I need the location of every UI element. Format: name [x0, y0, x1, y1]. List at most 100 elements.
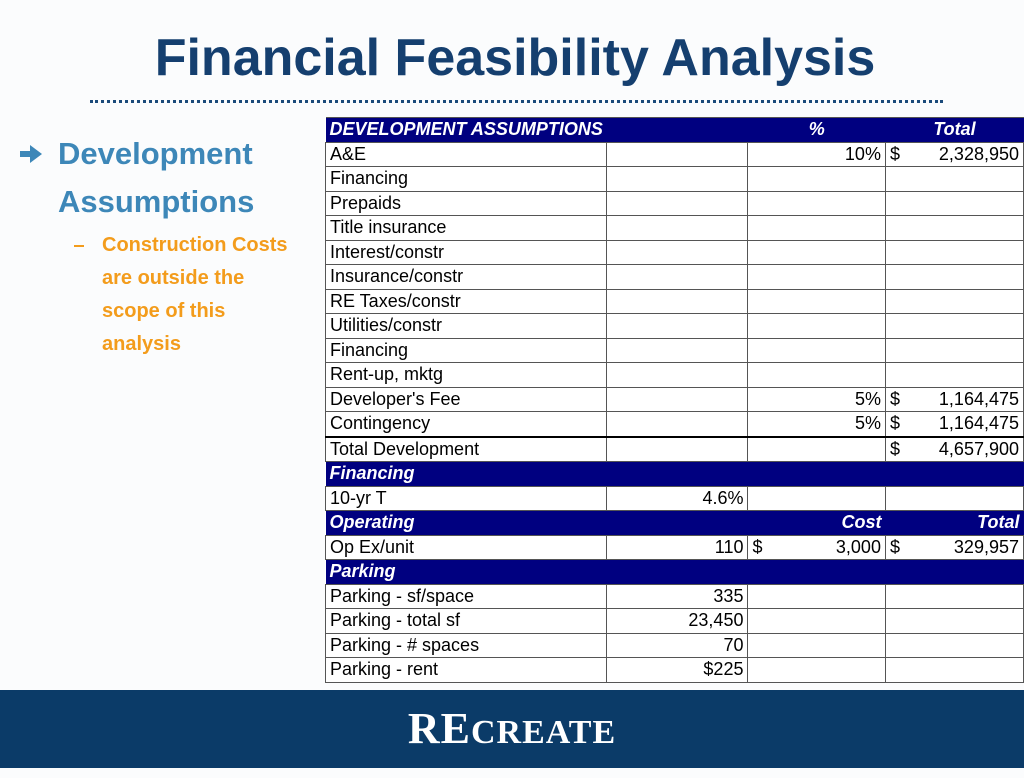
table-cell: [884, 288, 1024, 314]
title: Financial Feasibility Analysis: [154, 29, 876, 87]
table-cell: [606, 215, 749, 241]
table-cell: Operating: [325, 510, 607, 536]
logo-rest: CREATE: [470, 714, 617, 751]
table-cell: [606, 559, 748, 585]
table-row: DEVELOPMENT ASSUMPTIONS% Total: [325, 117, 1024, 143]
amount: 329,957: [953, 536, 1019, 557]
table-row: Contingency 5% $1,164,475: [324, 411, 1024, 437]
table-row: Financing: [324, 337, 1024, 363]
table-cell: [747, 461, 886, 487]
table-cell: [884, 239, 1024, 265]
table-cell: [884, 657, 1024, 683]
amount: 1,164,475: [938, 388, 1019, 409]
table-row: Parking - total sf 23,450: [324, 608, 1024, 634]
table-row: Prepaids: [324, 190, 1024, 216]
table-row: Utilities/constr: [324, 313, 1024, 339]
table-cell: [606, 411, 749, 437]
table-cell: [747, 166, 886, 192]
table-cell: [747, 657, 886, 683]
table-row: 10-yr T 4.6%: [324, 485, 1024, 511]
table-cell: $1,164,475: [884, 386, 1024, 412]
table-cell: [606, 510, 748, 536]
table-cell: [606, 166, 749, 192]
table-cell: 10%: [747, 141, 886, 167]
table-cell: $329,957: [884, 534, 1024, 560]
table-cell: [884, 362, 1024, 388]
table-cell: Parking - rent: [324, 657, 608, 683]
logo: RECREATE: [408, 704, 616, 753]
table-cell: 70: [606, 632, 749, 658]
table-cell: [884, 337, 1024, 363]
table-cell: Title insurance: [324, 215, 608, 241]
currency-sign: $: [889, 388, 900, 409]
table-cell: Parking: [325, 559, 607, 585]
table-cell: [606, 288, 749, 314]
table-cell: Parking - sf/space: [324, 583, 608, 609]
money: $329,957: [890, 537, 1019, 558]
table-cell: [606, 461, 748, 487]
table-cell: 335: [606, 583, 749, 609]
table-cell: [606, 190, 749, 216]
table-cell: [884, 215, 1024, 241]
table-cell: [606, 337, 749, 363]
table-cell: Interest/constr: [324, 239, 608, 265]
table-cell: $1,164,475: [884, 411, 1024, 437]
table-cell: Financing: [325, 461, 607, 487]
table-cell: 5%: [747, 411, 886, 437]
table-cell: %: [747, 117, 886, 143]
table-cell: $4,657,900: [884, 435, 1024, 462]
table-row: Financing: [324, 166, 1024, 192]
currency-sign: $: [889, 143, 900, 164]
table-cell: [606, 239, 749, 265]
table-row: Parking - sf/space 335: [324, 583, 1024, 609]
table-row: Parking - rent $225: [324, 657, 1024, 683]
table-cell: [606, 264, 749, 290]
table-cell: Op Ex/unit: [324, 534, 608, 560]
table-cell: [747, 190, 886, 216]
table-cell: A&E: [324, 141, 608, 167]
table-cell: [606, 141, 749, 167]
table-row: Total Development $4,657,900: [324, 435, 1024, 462]
table-cell: $3,000: [747, 534, 886, 560]
table-cell: [747, 559, 886, 585]
table-cell: [884, 264, 1024, 290]
table-cell: Utilities/constr: [324, 313, 608, 339]
table-cell: [606, 313, 749, 339]
table-cell: [884, 166, 1024, 192]
table-cell: [747, 632, 886, 658]
bullet: Development Assumptions: [58, 136, 255, 219]
table-cell: Parking - # spaces: [324, 632, 608, 658]
table-cell: [747, 264, 886, 290]
table-cell: [747, 485, 886, 511]
table-cell: $2,328,950: [884, 141, 1024, 167]
table-cell: Financing: [324, 166, 608, 192]
table-cell: [884, 313, 1024, 339]
money: $2,328,950: [890, 144, 1019, 165]
currency-sign: $: [889, 438, 900, 459]
currency-sign: $: [889, 413, 900, 434]
table-cell: [747, 608, 886, 634]
table-cell: [747, 583, 886, 609]
table-cell: DEVELOPMENT ASSUMPTIONS: [325, 117, 607, 143]
table-row: A&E 10% $2,328,950: [324, 141, 1024, 167]
table-cell: [747, 362, 886, 388]
table-cell: Total: [885, 510, 1024, 536]
table-cell: [884, 485, 1024, 511]
table-cell: Developer's Fee: [324, 386, 608, 412]
table-cell: RE Taxes/constr: [324, 288, 608, 314]
table-cell: [747, 239, 886, 265]
bullet-arrow: [20, 145, 42, 163]
table-cell: Parking - total sf: [324, 608, 608, 634]
table-cell: [606, 117, 748, 143]
table-cell: [884, 190, 1024, 216]
table-row: Parking: [325, 559, 1024, 585]
table-row: Operating Cost Total: [325, 510, 1024, 536]
table-cell: Rent-up, mktg: [324, 362, 608, 388]
table-cell: [884, 632, 1024, 658]
table-cell: Insurance/constr: [324, 264, 608, 290]
table-cell: Total Development: [324, 435, 608, 462]
table-row: Interest/constr: [324, 239, 1024, 265]
table-cell: Cost: [747, 510, 886, 536]
footer: RECREATE: [0, 690, 1024, 768]
